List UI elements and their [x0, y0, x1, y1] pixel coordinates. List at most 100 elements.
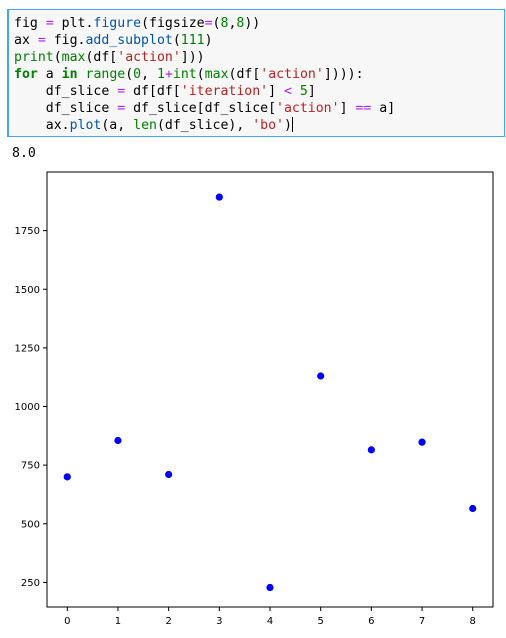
code-token: a	[37, 67, 62, 82]
code-token: (	[53, 50, 62, 65]
code-token: ,	[141, 67, 157, 82]
code-token: df_slice	[14, 101, 118, 116]
code-token: =	[45, 16, 54, 31]
code-token: (	[212, 16, 221, 31]
y-tick-label: 250	[21, 578, 40, 589]
code-token: ,	[228, 16, 237, 31]
code-editor[interactable]: fig = plt.figure(figsize=(8,8)) ax = fig.…	[14, 15, 395, 134]
x-axis: 0 1 2 3 4 5 6 7 8	[64, 607, 476, 627]
code-token	[78, 67, 86, 82]
code-token: max	[61, 50, 86, 65]
code-token: a,	[109, 118, 134, 133]
x-tick-label: 7	[419, 616, 425, 627]
code-token: plot	[69, 118, 102, 133]
code-token: 'bo'	[252, 118, 284, 133]
code-token: df_slice[df_slice[	[125, 101, 277, 116]
code-token: ]))):	[323, 67, 364, 82]
x-tick-label: 1	[115, 616, 121, 627]
code-token: (	[125, 67, 134, 82]
code-token: figure	[93, 16, 142, 31]
code-token: ]	[339, 101, 356, 116]
code-line: for a in range(0, 1+int(max(df['action']…	[14, 66, 395, 83]
code-token: (df[	[228, 67, 261, 82]
code-token: df_slice	[14, 84, 118, 99]
code-token: max	[204, 67, 229, 82]
data-point	[418, 438, 426, 446]
code-token: 5	[299, 84, 308, 99]
x-tick-label: 8	[470, 616, 476, 627]
code-token: =	[117, 84, 126, 99]
code-token: ax	[14, 33, 38, 48]
data-point	[165, 470, 173, 479]
code-token: =	[117, 101, 126, 116]
x-tick-label: 0	[64, 616, 70, 627]
code-token: )	[284, 118, 292, 133]
code-token: ]))	[180, 50, 205, 65]
code-cell[interactable]: fig = plt.figure(figsize=(8,8)) ax = fig.…	[7, 9, 505, 137]
cell-output-text: 8.0	[12, 146, 36, 161]
code-token: (df_slice),	[156, 118, 253, 133]
code-token: )	[204, 33, 213, 48]
code-token: fig	[14, 16, 46, 31]
code-token: (	[196, 67, 205, 82]
code-token: 'action'	[117, 50, 181, 65]
data-point	[266, 583, 274, 592]
x-tick-label: 6	[368, 616, 374, 627]
code-token: 0	[133, 67, 142, 82]
code-token: (df[	[85, 50, 118, 65]
x-tick-label: 5	[317, 616, 323, 627]
text-cursor	[291, 117, 293, 132]
x-tick-label: 4	[267, 616, 273, 627]
plot-area	[46, 171, 494, 608]
y-tick-label: 1000	[15, 402, 40, 413]
code-token: 1	[157, 67, 165, 82]
y-tick-label: 1250	[15, 343, 40, 354]
code-token: =	[37, 33, 46, 48]
code-token: ]	[268, 84, 284, 99]
code-token: plt.	[53, 16, 94, 31]
code-token: df[df[	[125, 84, 181, 99]
code-token: (	[101, 118, 110, 133]
code-line: df_slice = df[df['iteration'] < 5]	[14, 83, 395, 100]
code-token: add_subplot	[85, 33, 173, 48]
code-line: df_slice = df_slice[df_slice['action'] =…	[14, 100, 395, 117]
code-token: int	[172, 67, 197, 82]
scatter-plot: 0 1 2 3 4 5 6 7 8 250 500 750 1000 1250 1500 1750	[15, 171, 494, 627]
code-line: fig = plt.figure(figsize=(8,8))	[14, 15, 395, 32]
data-point	[215, 193, 223, 201]
code-token: print	[14, 50, 54, 65]
x-tick-label: 3	[216, 616, 222, 627]
code-token: ==	[355, 101, 372, 116]
code-token: =	[204, 16, 213, 31]
code-line: ax = fig.add_subplot(111)	[14, 32, 395, 49]
code-token: ax.	[14, 118, 70, 133]
code-token: a]	[371, 101, 396, 116]
code-token: 8	[220, 16, 229, 31]
code-token: len	[133, 118, 157, 133]
y-tick-label: 750	[21, 461, 40, 472]
code-token: +	[164, 67, 173, 82]
code-token: 8	[236, 16, 245, 31]
code-token: 'action'	[276, 101, 340, 116]
code-token: (figsize	[141, 16, 205, 31]
y-tick-label: 1500	[15, 285, 40, 296]
code-token: ]	[307, 84, 316, 99]
y-tick-label: 500	[21, 519, 40, 530]
code-token: (	[172, 33, 181, 48]
code-token: 'action'	[260, 67, 324, 82]
data-point	[63, 473, 71, 481]
code-line: ax.plot(a, len(df_slice), 'bo')	[14, 117, 395, 134]
code-token: 'iteration'	[180, 84, 269, 99]
data-points	[63, 193, 477, 592]
code-token: for	[14, 67, 38, 82]
data-point	[367, 446, 375, 454]
code-token: in	[61, 67, 78, 82]
code-token: ))	[244, 16, 261, 31]
y-axis: 250 500 750 1000 1250 1500 1750	[15, 226, 47, 589]
code-line: print(max(df['action']))	[14, 49, 395, 66]
code-token: range	[85, 67, 126, 82]
data-point	[317, 372, 325, 380]
code-token	[292, 84, 300, 99]
code-token: fig.	[45, 33, 86, 48]
code-token: <	[283, 84, 292, 99]
